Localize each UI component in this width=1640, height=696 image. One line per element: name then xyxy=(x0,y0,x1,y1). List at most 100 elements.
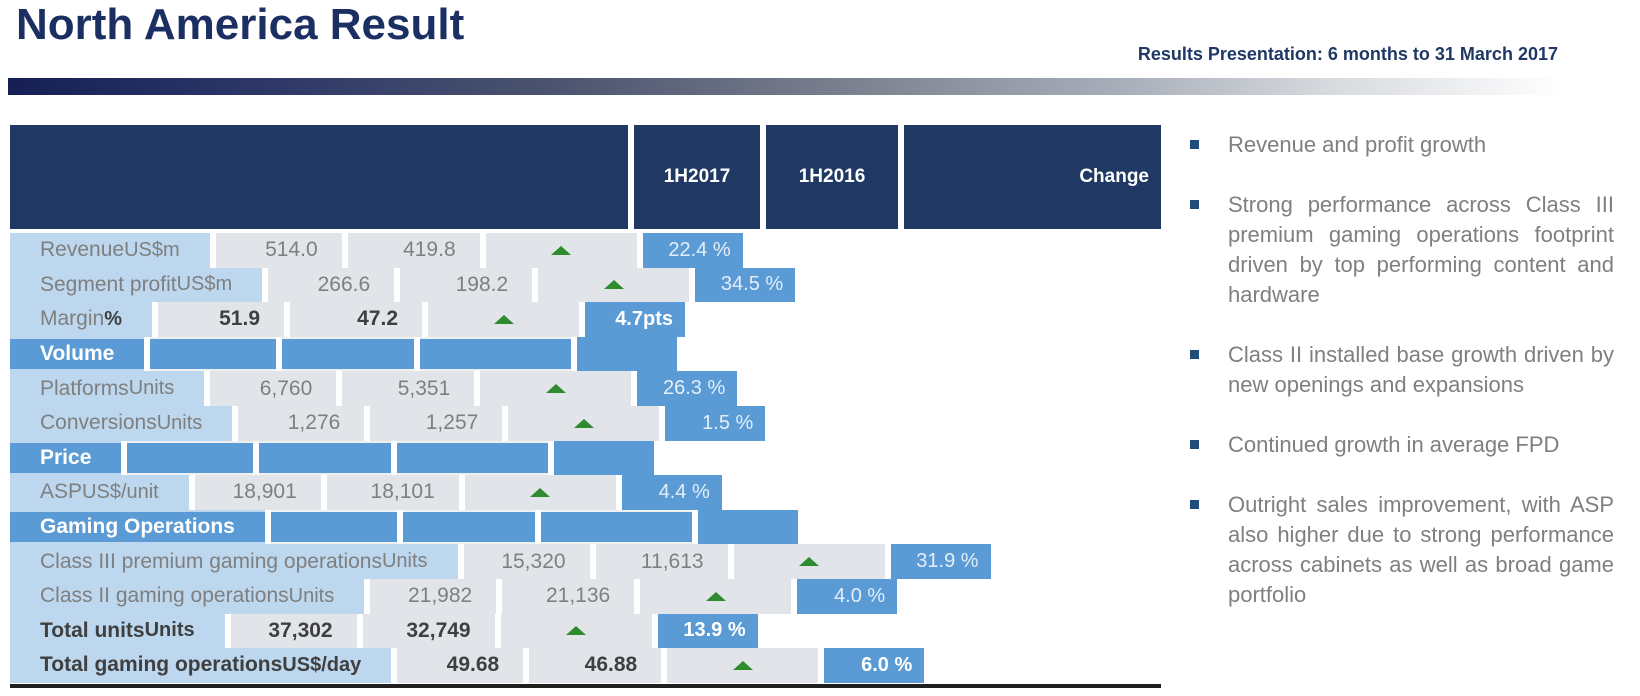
green-up-triangle-icon xyxy=(545,384,566,394)
change-arrow-cell xyxy=(480,371,632,406)
header-cell-1h2017: 1H2017 xyxy=(634,125,760,229)
row-unit: Units xyxy=(156,411,203,434)
row-label-cell: ASP US$/unit xyxy=(10,475,189,510)
change-value-cell xyxy=(697,509,798,545)
header-cell-empty xyxy=(10,125,628,229)
change-arrow-cell xyxy=(485,233,637,268)
value-1h2017-cell xyxy=(270,509,397,545)
bullet-item: Continued growth in average FPD xyxy=(1190,430,1614,460)
green-up-triangle-icon xyxy=(573,418,594,428)
column-gap xyxy=(396,509,403,545)
column-gap xyxy=(496,578,503,614)
table-row: Revenue US$m 514.0 419.8 22.4 % xyxy=(10,233,1161,268)
row-unit: US$/day xyxy=(282,653,362,676)
column-gap xyxy=(494,613,501,649)
column-gap xyxy=(589,544,596,579)
table-row: Platforms Units 6,760 5,351 26.3 % xyxy=(10,371,1161,406)
green-up-triangle-icon xyxy=(566,626,587,636)
green-up-triangle-icon xyxy=(551,245,572,255)
value-1h2017-cell: 15,320 xyxy=(463,544,590,579)
row-unit: US$m xyxy=(176,273,233,296)
row-label-cell: Price xyxy=(10,440,122,476)
column-gap xyxy=(727,544,734,579)
value-1h2016-cell: 198.2 xyxy=(400,267,533,303)
results-table: 1H2017 1H2016 Change Revenue US$m 514.0 419… xyxy=(10,125,1161,683)
table-row: ASP US$/unit 18,901 18,101 4.4 % xyxy=(10,475,1161,510)
column-gap xyxy=(414,336,421,372)
row-label-cell: Margin% xyxy=(10,302,152,337)
column-gap xyxy=(548,440,555,476)
table-row: Margin% 51.9 47.2 4.7pts xyxy=(10,302,1161,337)
page-title: North America Result xyxy=(16,0,465,49)
change-value-cell: 4.4 % xyxy=(621,475,722,510)
table-row: Total gaming operations US$/day 49.68 46.88… xyxy=(10,648,1161,683)
table-body: Revenue US$m 514.0 419.8 22.4 % Segment profi… xyxy=(10,233,1161,683)
column-gap xyxy=(391,440,398,476)
row-label-cell: Segment profit US$m xyxy=(10,267,263,303)
row-label: Class III premium gaming operations xyxy=(40,549,382,573)
bullet-text: Outright sales improvement, with ASP als… xyxy=(1228,492,1614,607)
value-1h2017-cell: 18,901 xyxy=(194,475,321,510)
column-gap xyxy=(152,302,158,337)
column-gap xyxy=(336,371,343,406)
column-gap xyxy=(532,267,539,303)
green-up-triangle-icon xyxy=(732,660,753,670)
change-value-cell: 1.5 % xyxy=(665,405,766,441)
change-arrow-cell xyxy=(464,475,616,510)
change-value-cell: 31.9 % xyxy=(890,544,991,579)
row-label: Platforms xyxy=(40,376,129,400)
column-gap xyxy=(818,648,825,683)
row-label: Volume xyxy=(40,342,115,366)
change-value-cell: 4.0 % xyxy=(797,578,898,614)
column-gap xyxy=(121,440,128,476)
change-arrow-cell xyxy=(428,302,579,337)
value-1h2017-cell xyxy=(150,336,277,372)
column-gap xyxy=(284,302,290,337)
green-up-triangle-icon xyxy=(493,314,514,324)
column-gap xyxy=(760,125,766,229)
change-arrow-cell xyxy=(538,267,690,303)
column-gap xyxy=(661,648,668,683)
row-label-cell: Volume xyxy=(10,336,145,372)
bullet-item: Class II installed base growth driven by… xyxy=(1190,340,1614,400)
header-cell-change: Change xyxy=(904,125,1161,229)
row-label: Gaming Operations xyxy=(40,515,235,539)
change-arrow-cell xyxy=(500,613,652,649)
change-value-cell: 4.7pts xyxy=(585,302,685,337)
column-gap xyxy=(188,475,195,510)
change-value-cell: 26.3 % xyxy=(637,371,738,406)
table-row: Class II gaming operations Units 21,982 21,… xyxy=(10,578,1161,614)
value-1h2016-cell: 47.2 xyxy=(290,302,422,337)
row-label: Segment profit xyxy=(40,272,177,296)
column-gap xyxy=(579,302,585,337)
green-up-triangle-icon xyxy=(799,557,820,567)
row-unit: % xyxy=(104,307,122,330)
column-gap xyxy=(691,509,698,545)
row-label-cell: Conversions Units xyxy=(10,405,233,441)
value-1h2016-cell: 32,749 xyxy=(362,613,495,649)
column-gap xyxy=(341,233,348,268)
column-gap xyxy=(422,302,428,337)
row-unit: US$/unit xyxy=(82,480,159,503)
row-unit: Units xyxy=(144,619,195,642)
row-label: Margin xyxy=(40,307,105,331)
column-gap xyxy=(636,233,643,268)
title-gradient-divider xyxy=(8,78,1565,95)
value-1h2016-cell xyxy=(402,509,535,545)
value-1h2017-cell: 266.6 xyxy=(268,267,395,303)
green-up-triangle-icon xyxy=(530,487,551,497)
change-arrow-cell xyxy=(733,544,885,579)
column-gap xyxy=(364,578,371,614)
column-gap xyxy=(232,405,239,441)
column-gap xyxy=(502,405,509,441)
table-row: Total units Units 37,302 32,749 13.9 % xyxy=(10,613,1161,649)
row-label: Class II gaming operations xyxy=(40,584,289,608)
bullet-item: Revenue and profit growth xyxy=(1190,130,1614,160)
column-gap xyxy=(534,509,541,545)
value-1h2016-cell: 11,613 xyxy=(595,544,728,579)
column-gap xyxy=(631,371,638,406)
change-arrow-cell xyxy=(420,336,572,372)
bullet-text: Revenue and profit growth xyxy=(1228,132,1487,157)
bullet-square-icon xyxy=(1190,350,1199,359)
value-1h2016-cell: 46.88 xyxy=(529,648,662,683)
